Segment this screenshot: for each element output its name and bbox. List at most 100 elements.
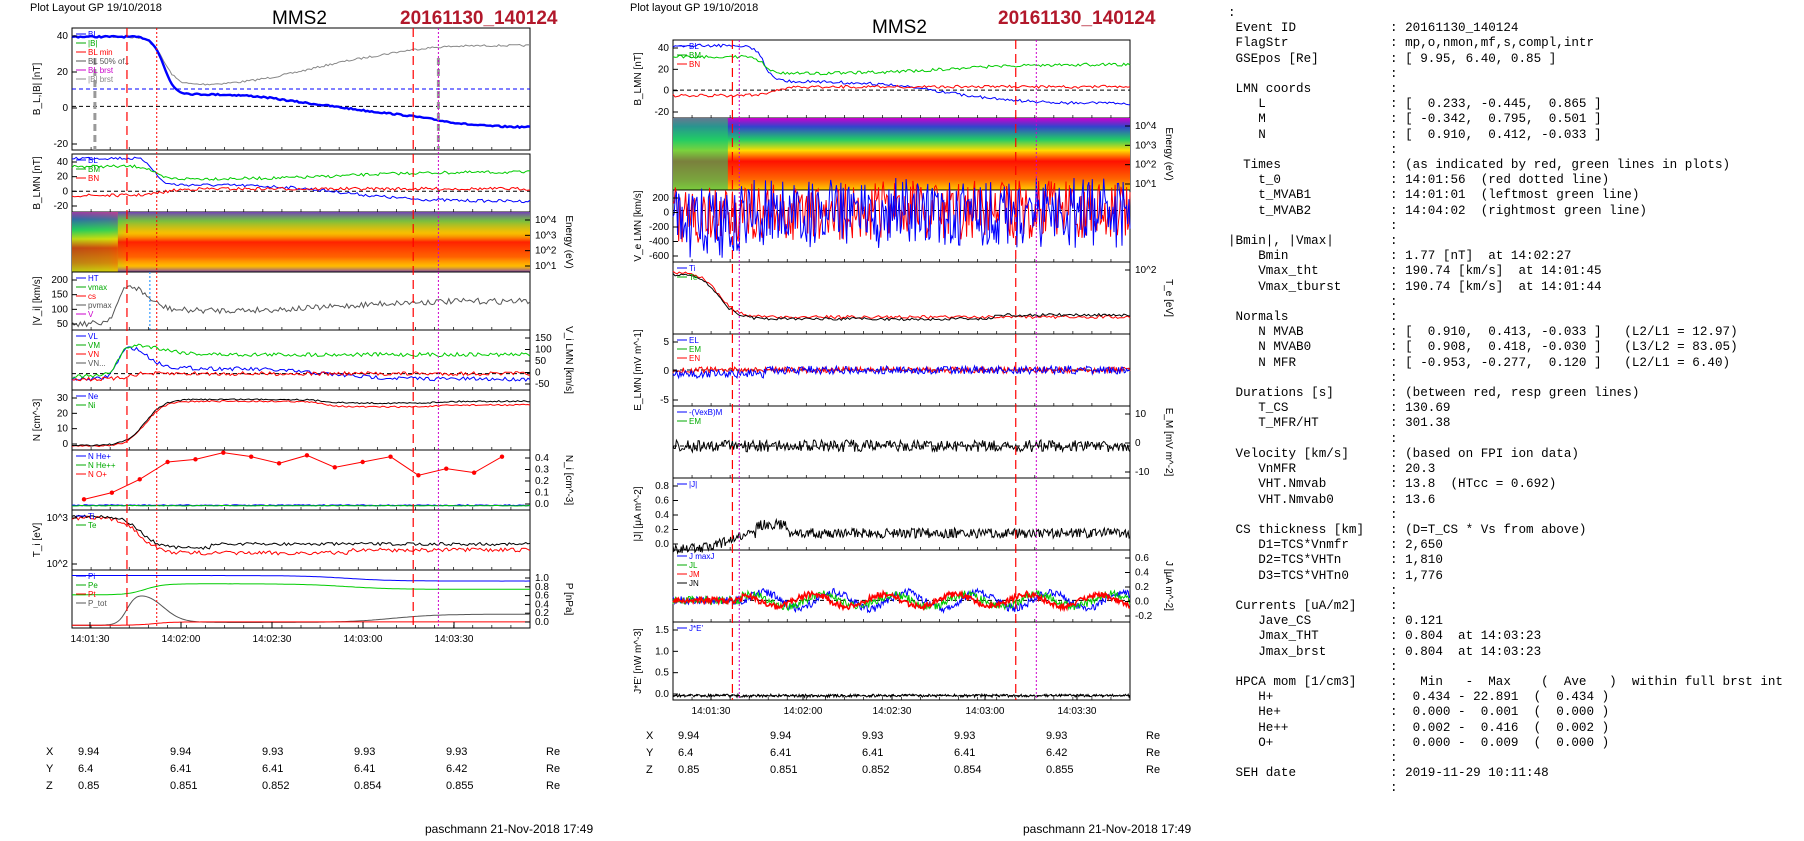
info-value: : <box>1390 431 1398 446</box>
y-tick-label: 0.1 <box>535 488 549 499</box>
info-key: Normals <box>1228 310 1289 325</box>
y-tick-label: -20 <box>54 201 69 212</box>
info-value: : 2,650 <box>1390 538 1443 553</box>
info-key: D3=TCS*VHTn0 <box>1228 568 1349 583</box>
y-tick-label: -400 <box>649 237 669 248</box>
y-tick-label: 0 <box>62 103 68 114</box>
info-row: N MFR: [ -0.953, -0.277, 0.120 ] (L2/L1 … <box>1228 356 1800 371</box>
info-key: VHT.Nmvab0 <box>1228 492 1334 507</box>
legend-entry: J maxJ <box>689 552 714 561</box>
info-row: : <box>1228 660 1800 675</box>
y-axis-label: B_LMN [nT] <box>633 52 644 106</box>
y-axis-label: |V_i| [km/s] <box>32 276 43 325</box>
position-value: 0.855 <box>1046 764 1074 776</box>
y-tick-label: 150 <box>535 333 552 344</box>
panel-frame <box>71 389 531 451</box>
info-row: FlagStr: mp,o,nmon,mf,s,compl,intr <box>1228 36 1800 51</box>
position-axis-label: Y <box>46 763 54 775</box>
position-axis-label: X <box>646 730 654 742</box>
middle-spacecraft-title: MMS2 <box>872 17 927 38</box>
info-row: SEH date: 2019-11-29 10:11:48 <box>1228 766 1800 781</box>
trace-ti <box>71 514 531 551</box>
info-key: CS thickness [km] <box>1228 522 1365 537</box>
y-tick-label: 150 <box>51 290 68 301</box>
y-tick-label: 20 <box>658 64 670 75</box>
info-key: Jave_CS <box>1228 614 1312 629</box>
legend-entry: |J| <box>689 480 697 489</box>
info-row: HPCA mom [1/cm3]: Min - Max ( Ave ) with… <box>1228 675 1800 690</box>
info-key: VHT.Nmvab <box>1228 477 1327 492</box>
y-tick-label: 0.0 <box>535 499 549 510</box>
legend-entry: BN <box>689 60 700 69</box>
info-row: T_CS: 130.69 <box>1228 401 1800 416</box>
spectrogram-pre <box>673 118 728 190</box>
info-row: L: [ 0.233, -0.445, 0.865 ] <box>1228 97 1800 112</box>
info-value: : 0.121 <box>1390 614 1443 629</box>
y-tick-label: 0.4 <box>535 599 549 610</box>
y-tick-label: 0.6 <box>535 591 549 602</box>
info-row: VnMFR: 20.3 <box>1228 462 1800 477</box>
info-row: t_MVAB1: 14:01:01 (leftmost green line) <box>1228 188 1800 203</box>
position-value: 6.41 <box>170 763 192 775</box>
y-tick-label: 10^4 <box>535 215 557 226</box>
info-value: : <box>1390 598 1398 613</box>
info-value: : <box>1390 370 1398 385</box>
y-tick-label: 10^1 <box>1135 179 1157 190</box>
position-row-x: X 9.94 9.94 9.93 9.93 9.93 Re <box>646 730 1246 747</box>
y-tick-label: 40 <box>57 157 69 168</box>
y-tick-label: -5 <box>660 395 669 406</box>
y-tick-label: 100 <box>535 345 552 356</box>
trace-bn <box>71 186 531 198</box>
y-tick-label: 0.4 <box>535 453 549 464</box>
info-key: H+ <box>1228 690 1274 705</box>
position-value: 9.93 <box>446 746 468 758</box>
legend-entry: Pt <box>88 590 96 599</box>
position-value: 9.93 <box>262 746 284 758</box>
position-unit: Re <box>1146 730 1161 742</box>
y-tick-label: 0 <box>62 186 68 197</box>
y-tick-label: 20 <box>57 67 69 78</box>
info-value: : <box>1390 234 1398 249</box>
info-value: : 13.8 (HTcc = 0.692) <box>1390 477 1557 492</box>
info-row: : <box>1228 508 1800 523</box>
trace-bm <box>71 164 531 181</box>
info-value: : 14:04:02 (rightmost green line) <box>1390 203 1647 218</box>
info-value: : 1,776 <box>1390 568 1443 583</box>
middle-footer: paschmann 21-Nov-2018 17:49 <box>1023 822 1192 836</box>
y-tick-label: 10^3 <box>1135 140 1157 151</box>
position-row-z: Z 0.85 0.851 0.852 0.854 0.855 Re <box>46 780 646 797</box>
info-key <box>1228 67 1390 82</box>
info-row: D1=TCS*Vnmfr: 2,650 <box>1228 538 1800 553</box>
info-key: Jmax_brst <box>1228 644 1327 659</box>
info-key: LMN coords <box>1228 82 1312 97</box>
position-value: 0.851 <box>170 780 198 792</box>
position-value: 0.854 <box>954 764 982 776</box>
y-tick-label: 200 <box>652 193 669 204</box>
legend-entry: VL <box>88 332 98 341</box>
info-key <box>1228 295 1390 310</box>
legend-entry: N He+ <box>88 452 111 461</box>
legend-entry: EM <box>689 417 701 426</box>
legend-entry: BL <box>88 30 98 39</box>
info-row: Vmax_tht: 190.74 [km/s] at 14:01:45 <box>1228 264 1800 279</box>
info-value: : <box>1390 82 1398 97</box>
trace-bm <box>672 54 1131 76</box>
legend-entry: Pe <box>88 581 98 590</box>
info-value: : 0.002 - 0.416 ( 0.002 ) <box>1390 720 1610 735</box>
legend-entry: pvmax <box>88 301 112 310</box>
info-key: D2=TCS*VHTn <box>1228 553 1342 568</box>
trace-jn <box>672 589 1130 613</box>
position-value: 0.852 <box>862 764 890 776</box>
legend-entry: |B| <box>88 39 98 48</box>
y-tick-label: 10^2 <box>535 246 557 257</box>
y-tick-label: 0.4 <box>1135 568 1149 579</box>
y-tick-label: 10^2 <box>1135 265 1157 276</box>
y-tick-label: 0.8 <box>535 582 549 593</box>
panel-frame <box>672 549 1131 623</box>
